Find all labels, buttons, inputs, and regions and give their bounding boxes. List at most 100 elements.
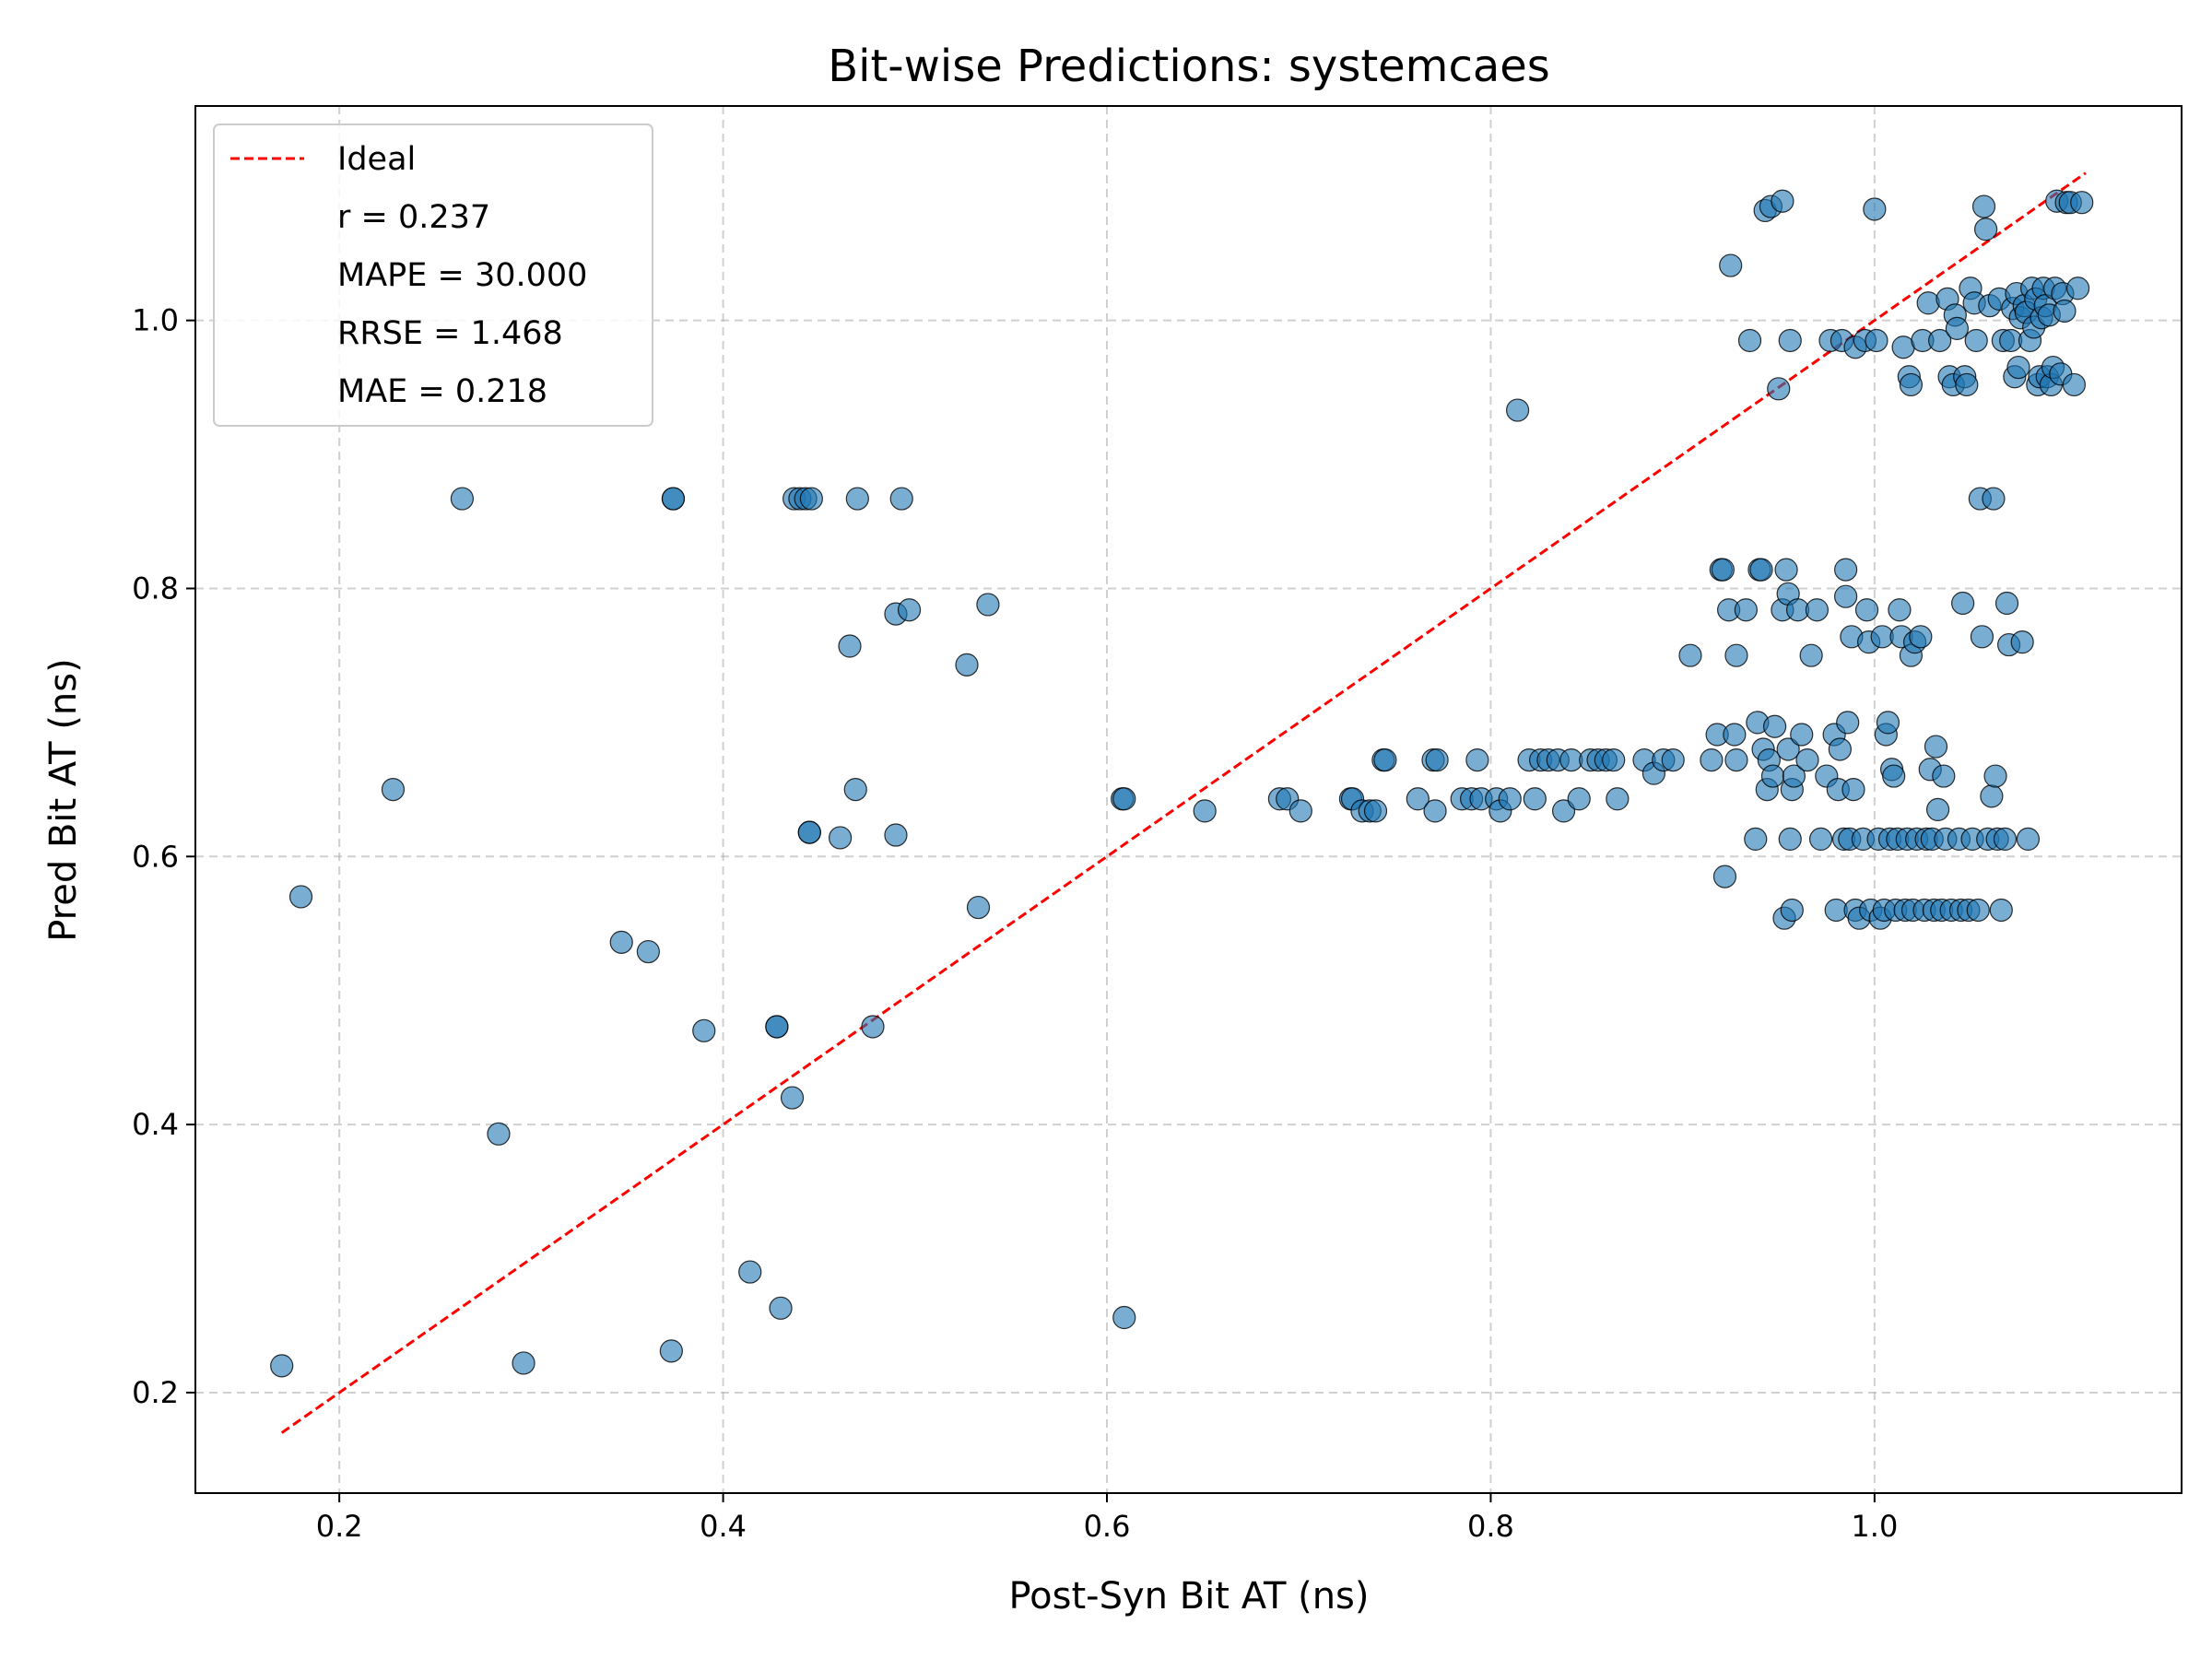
scatter-point (1951, 591, 1975, 616)
scatter-point (1719, 253, 1743, 277)
scatter-point (1423, 799, 1447, 823)
scatter-point (976, 593, 1000, 617)
scatter-point (1363, 799, 1388, 823)
legend-item-r: r = 0.237 (337, 199, 490, 236)
legend-item-rrse: RRSE = 1.468 (337, 315, 563, 352)
scatter-point (1970, 625, 1994, 649)
scatter-point (1505, 398, 1530, 422)
scatter-point (2053, 299, 2077, 324)
scatter-point (1834, 584, 1858, 608)
scatter-point (738, 1260, 762, 1284)
scatter-point (838, 634, 862, 658)
scatter-point (1983, 764, 2007, 788)
scatter-point (609, 930, 633, 954)
scatter-point (1778, 328, 1802, 353)
scatter-point (1994, 591, 2019, 616)
scatter-point (1760, 764, 1785, 788)
y-tick-label: 0.4 (132, 1107, 179, 1142)
scatter-point (1112, 1305, 1136, 1330)
scatter-point (1876, 711, 1900, 735)
scatter-point (288, 885, 313, 909)
scatter-point (897, 598, 922, 622)
scatter-point (955, 653, 979, 677)
scatter-point (2006, 355, 2030, 380)
scatter-point (889, 487, 913, 511)
chart-title: Bit-wise Predictions: systemcaes (828, 41, 1550, 92)
scatter-point (1928, 328, 1952, 353)
x-axis-ticks: 0.2 0.4 0.6 0.8 1.0 (316, 1493, 1898, 1544)
legend: Ideal r = 0.237 MAPE = 30.000 RRSE = 1.4… (213, 124, 653, 427)
scatter-point (1925, 797, 1950, 822)
scatter-point (1980, 784, 2004, 808)
scatter-point (1724, 748, 1748, 772)
scatter-point (1841, 777, 1865, 802)
scatter-point (1193, 799, 1217, 823)
scatter-point (1498, 787, 1522, 811)
scatter-point (1805, 598, 1829, 622)
scatter-point (2016, 827, 2041, 851)
scatter-point (769, 1296, 793, 1320)
scatter-point (2010, 630, 2034, 654)
y-axis-ticks: 0.2 0.4 0.6 0.8 1.0 (132, 303, 195, 1410)
scatter-point (861, 1015, 885, 1039)
scatter-point (828, 826, 853, 850)
scatter-point (1778, 827, 1802, 851)
scatter-point (1602, 748, 1626, 772)
scatter-point (1767, 377, 1791, 401)
scatter-points (270, 189, 2094, 1378)
scatter-point (1899, 372, 1924, 397)
x-tick-label: 0.2 (316, 1509, 363, 1544)
scatter-point (1945, 316, 1969, 340)
legend-item-ideal: Ideal (337, 141, 416, 178)
scatter-point (659, 1339, 683, 1363)
scatter-point (1993, 827, 2018, 851)
scatter-point (1774, 558, 1798, 582)
scatter-point (1854, 598, 1879, 622)
scatter-point (1964, 328, 1988, 353)
scatter-point (1723, 723, 1747, 747)
scatter-point (1836, 711, 1860, 735)
scatter-point (1828, 737, 1852, 761)
scatter-point (1711, 558, 1735, 582)
scatter-point (843, 777, 867, 802)
scatter-point (2065, 276, 2090, 300)
scatter-point (1971, 194, 1996, 218)
x-tick-label: 0.4 (700, 1509, 747, 1544)
scatter-point (1523, 787, 1547, 811)
scatter-point (512, 1351, 535, 1375)
scatter-point (1888, 598, 1912, 622)
scatter-point (270, 1354, 294, 1378)
scatter-point (1425, 748, 1449, 772)
scatter-point (1567, 787, 1591, 811)
scatter-point (1465, 748, 1489, 772)
scatter-point (1882, 764, 1906, 788)
scatter-point (1734, 598, 1758, 622)
scatter-point (765, 1015, 789, 1039)
scatter-point (1373, 748, 1397, 772)
scatter-point (1406, 787, 1430, 811)
scatter-point (799, 487, 823, 511)
scatter-point (1771, 189, 1794, 213)
x-tick-label: 0.6 (1084, 1509, 1131, 1544)
scatter-point (1112, 787, 1136, 811)
legend-item-mae: MAE = 0.218 (337, 373, 547, 410)
scatter-point (1782, 764, 1806, 788)
scatter-point (1932, 764, 1956, 788)
scatter-point (636, 939, 660, 964)
scatter-point (1916, 291, 1940, 315)
scatter-point (780, 1086, 805, 1110)
scatter-point (1974, 218, 1998, 241)
scatter-point (1744, 827, 1768, 851)
scatter-point (1909, 625, 1933, 649)
scatter-point (884, 823, 908, 847)
scatter-point (1712, 865, 1737, 888)
scatter-point (1865, 328, 1888, 353)
scatter-point (1982, 487, 2006, 511)
scatter-point (1799, 643, 1823, 667)
scatter-point (1955, 372, 1979, 397)
scatter-point (797, 820, 821, 844)
scatter-point (450, 487, 475, 511)
scatter-point (966, 895, 991, 920)
scatter-point (1661, 748, 1685, 772)
